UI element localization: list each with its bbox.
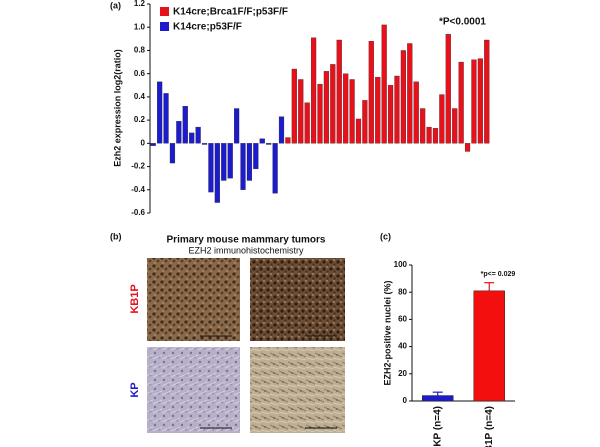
bar xyxy=(477,58,483,144)
bar xyxy=(343,73,349,144)
bar xyxy=(246,143,253,181)
panel-label: (c) xyxy=(380,231,391,241)
y-tick-label: 20 xyxy=(398,369,407,378)
y-tick-label: 0 xyxy=(403,396,408,405)
bar xyxy=(375,77,381,144)
bar xyxy=(208,143,214,193)
bar xyxy=(240,143,246,190)
bar xyxy=(349,79,355,144)
tissue-image xyxy=(250,258,345,341)
x-tick-label: KB1P (n=4) xyxy=(484,406,495,447)
bar xyxy=(368,41,374,144)
annotation: *p<= 0.029 xyxy=(481,271,516,278)
y-tick-label: -0.6 xyxy=(131,208,145,217)
bar xyxy=(458,61,464,144)
bar xyxy=(227,143,233,179)
bar xyxy=(387,85,394,144)
y-tick-label: 1.0 xyxy=(134,22,146,31)
tissue-image xyxy=(147,347,240,433)
y-tick-label: 100 xyxy=(394,260,408,269)
tissue-image xyxy=(250,347,345,433)
legend-swatch xyxy=(160,7,169,16)
bar xyxy=(422,395,454,402)
row-label: KB1P xyxy=(129,284,141,313)
y-axis-label: Ezh2 expression log2(ratio) xyxy=(112,49,122,167)
bar xyxy=(445,34,451,144)
bar xyxy=(176,121,182,144)
bar xyxy=(272,143,278,194)
bar xyxy=(157,81,163,144)
bar xyxy=(169,143,176,164)
bar xyxy=(426,126,432,144)
y-tick-label: -0.2 xyxy=(131,162,145,171)
bar xyxy=(214,143,220,203)
y-tick-label: 0.4 xyxy=(134,92,146,101)
bar xyxy=(439,94,445,144)
bar xyxy=(278,116,285,144)
bar xyxy=(259,138,265,144)
annotation: *P<0.0001 xyxy=(439,17,486,28)
y-tick-label: -0.4 xyxy=(131,185,145,194)
bar xyxy=(420,108,426,144)
bar xyxy=(473,290,505,402)
bar xyxy=(253,143,259,170)
bar xyxy=(355,118,362,144)
row-label: KP xyxy=(129,382,141,397)
bar xyxy=(407,43,413,144)
panel-label: (b) xyxy=(110,231,122,241)
legend-label: K14cre;p53F/F xyxy=(173,22,242,33)
bar xyxy=(304,102,310,144)
y-tick-label: 0 xyxy=(141,138,146,147)
bar xyxy=(285,137,291,144)
y-tick-label: 0.2 xyxy=(134,115,146,124)
bar xyxy=(298,79,304,144)
bar xyxy=(201,143,208,145)
bar xyxy=(381,24,387,144)
bar xyxy=(150,143,156,146)
bar xyxy=(400,50,406,144)
bar xyxy=(471,59,477,144)
bar xyxy=(266,143,272,145)
y-tick-label: 40 xyxy=(398,342,407,351)
bar xyxy=(163,93,169,144)
bar xyxy=(464,143,471,152)
panel-subtitle: EZH2 immunohistochemistry xyxy=(188,245,304,255)
bar xyxy=(432,128,439,144)
y-tick-label: 0.8 xyxy=(134,46,146,55)
bar xyxy=(362,100,368,144)
y-tick-label: 80 xyxy=(398,287,407,296)
legend-swatch xyxy=(160,22,169,31)
bar xyxy=(310,37,317,144)
bar xyxy=(317,83,323,144)
x-tick-label: KP (n=4) xyxy=(432,406,443,447)
bar xyxy=(234,108,240,144)
tissue-images xyxy=(147,258,345,433)
panel-label: (a) xyxy=(110,0,121,10)
bar xyxy=(394,75,400,144)
y-tick-label: 1.2 xyxy=(134,0,146,8)
bar xyxy=(452,108,458,144)
bar xyxy=(195,126,201,144)
bar xyxy=(189,132,195,144)
bar xyxy=(484,39,490,144)
bar xyxy=(323,71,330,144)
y-axis-label: EZH2-positive nuclei (%) xyxy=(382,280,392,385)
bar xyxy=(221,143,227,181)
legend-label: K14cre;Brca1F/F;p53F/F xyxy=(173,7,288,18)
bar xyxy=(336,39,342,144)
tissue-image xyxy=(147,258,240,341)
panel-title: Primary mouse mammary tumors xyxy=(167,235,326,246)
bar xyxy=(291,68,297,144)
y-tick-label: 60 xyxy=(398,315,407,324)
bar xyxy=(413,81,419,144)
bar xyxy=(182,106,188,144)
bar xyxy=(330,64,336,144)
y-tick-label: 0.6 xyxy=(134,69,146,78)
